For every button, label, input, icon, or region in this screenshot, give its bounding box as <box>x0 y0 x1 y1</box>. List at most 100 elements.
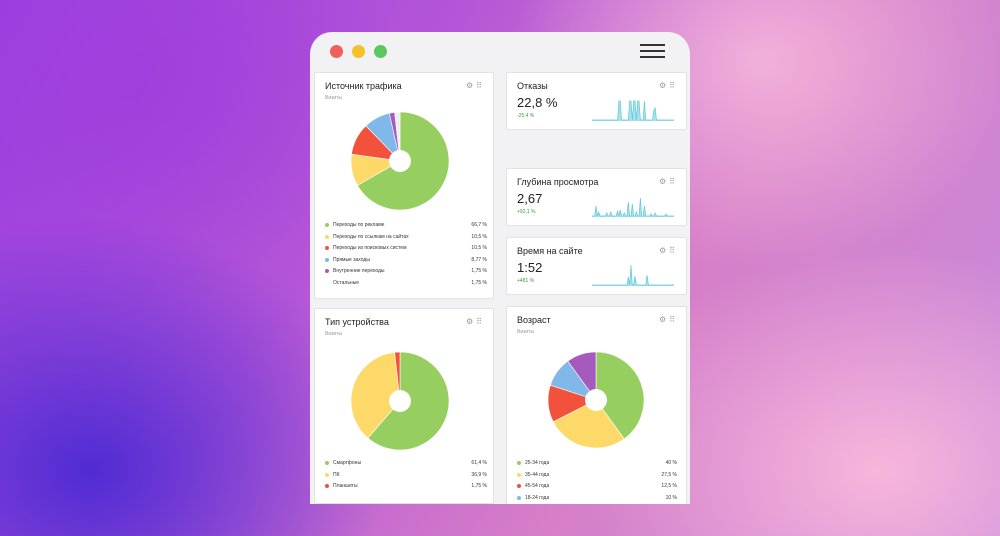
widget-title: Глубина просмотра <box>517 177 599 187</box>
pie-slice-1[interactable] <box>595 351 645 440</box>
device-type-widget: Тип устройства Визиты ⚙⠿ Смартфоны 61,4 %… <box>314 308 494 504</box>
legend-label: Остальные <box>333 280 360 286</box>
legend-label: Переходы по ссылкам на сайтах <box>333 233 409 240</box>
age-widget: Возраст Визиты ⚙⠿ 25-34 года 40 % 35-44 го… <box>506 306 687 504</box>
metric-value: 22,8 % <box>517 95 558 110</box>
legend-label: 18-24 года <box>525 494 550 501</box>
legend-item[interactable]: Переходы из поисковых систем 10,5 % <box>325 244 487 252</box>
title-bar <box>310 32 690 72</box>
legend-marker <box>517 484 521 489</box>
pie-slice-5[interactable] <box>567 351 597 401</box>
legend-item[interactable]: ПК 36,9 % <box>325 471 487 479</box>
legend-marker <box>325 223 329 227</box>
gear-icon[interactable]: ⚙ <box>658 177 670 186</box>
legend-label: Переходы из поисковых систем <box>333 245 407 252</box>
pie-center-hole <box>585 389 607 411</box>
hamburger-menu-icon[interactable] <box>640 44 665 60</box>
device-pie-chart <box>350 351 450 451</box>
legend-item[interactable]: 45-54 года 12,5 % <box>517 482 677 490</box>
gear-icon[interactable]: ⚙ <box>658 246 670 255</box>
page-depth-widget: Глубина просмотра ⚙⠿ 2,67 +92,1 % <box>506 168 687 226</box>
gear-icon[interactable]: ⚙ <box>658 81 670 90</box>
legend-value: 1,75 % <box>471 280 487 286</box>
drag-handle-icon[interactable]: ⠿ <box>669 315 678 324</box>
legend-item[interactable]: Переходы по рекламе 66,7 % <box>325 221 487 229</box>
widget-title: Время на сайте <box>517 246 583 256</box>
close-window-button[interactable] <box>330 45 343 58</box>
legend-marker <box>325 484 329 489</box>
legend-label: 35-44 года <box>525 471 550 478</box>
time-on-site-widget: Время на сайте ⚙⠿ 1:52 +481 % <box>506 237 687 295</box>
legend-value: 36,9 % <box>471 471 487 478</box>
legend-marker <box>325 281 329 285</box>
metric-value: 1:52 <box>517 260 543 275</box>
pie-slice-6[interactable] <box>394 111 401 162</box>
pie-slice-3[interactable] <box>394 351 401 402</box>
legend-label: 45-54 года <box>525 483 550 490</box>
metric-value: 2,67 <box>517 191 543 206</box>
legend-marker <box>325 461 329 465</box>
legend-value: 12,5 % <box>661 483 677 490</box>
legend-value: 10 % <box>665 494 677 501</box>
drag-handle-icon[interactable]: ⠿ <box>669 246 678 255</box>
legend-item[interactable]: Переходы по ссылкам на сайтах 10,5 % <box>325 233 487 241</box>
legend-marker <box>517 461 521 465</box>
legend-item[interactable]: 35-44 года 27,5 % <box>517 471 677 479</box>
drag-handle-icon[interactable]: ⠿ <box>476 81 485 90</box>
widget-title: Тип устройства <box>325 317 389 327</box>
bounce-rate-widget: Отказы ⚙⠿ 22,8 % -25,4 % <box>506 72 687 130</box>
gear-icon[interactable]: ⚙ <box>658 315 670 324</box>
widget-subtitle: Визиты <box>517 329 535 335</box>
legend-value: 61,4 % <box>471 460 487 466</box>
age-pie-chart <box>547 351 645 449</box>
legend-marker <box>325 257 329 262</box>
sparkline-line <box>592 197 674 217</box>
traffic-source-widget: Источник трафика Визиты ⚙⠿ Переходы по р… <box>314 72 494 299</box>
widget-title: Источник трафика <box>325 81 402 91</box>
pie-slice-2[interactable] <box>552 399 625 449</box>
bounce-sparkline <box>592 100 674 121</box>
legend-label: Планшеты <box>333 483 358 490</box>
legend-label: 25-34 года <box>525 460 550 466</box>
legend-value: 8,77 % <box>471 256 487 263</box>
traffic-pie-chart <box>350 111 450 211</box>
legend-item[interactable]: 25-34 года 40 % <box>517 459 677 467</box>
drag-handle-icon[interactable]: ⠿ <box>476 317 485 326</box>
legend-value: 27,5 % <box>661 471 677 478</box>
widget-subtitle: Визиты <box>325 95 343 101</box>
drag-handle-icon[interactable]: ⠿ <box>669 177 678 186</box>
widget-title: Возраст <box>517 315 551 325</box>
legend-item[interactable]: Смартфоны 61,4 % <box>325 459 487 467</box>
minimize-window-button[interactable] <box>352 45 365 58</box>
legend-item[interactable]: 18-24 года 10 % <box>517 494 677 502</box>
pie-center-hole <box>389 390 411 412</box>
legend-item[interactable]: Остальные 1,75 % <box>325 279 487 287</box>
legend-item[interactable]: Внутренние переходы 1,75 % <box>325 267 487 275</box>
legend-label: Смартфоны <box>333 460 362 466</box>
legend-marker <box>517 472 521 477</box>
legend-marker <box>517 495 521 500</box>
legend-value: 1,75 % <box>471 483 487 490</box>
dashboard: Источник трафика Визиты ⚙⠿ Переходы по р… <box>310 72 690 504</box>
gear-icon[interactable]: ⚙ <box>465 81 477 90</box>
pie-slice-2[interactable] <box>350 351 401 439</box>
legend-label: Внутренние переходы <box>333 268 385 275</box>
sparkline-line <box>592 264 674 286</box>
widget-title: Отказы <box>517 81 548 91</box>
legend-value: 1,75 % <box>471 268 487 275</box>
sparkline-area <box>592 265 674 286</box>
legend-item[interactable]: Прямые заходы 8,77 % <box>325 256 487 264</box>
depth-sparkline <box>592 197 674 217</box>
maximize-window-button[interactable] <box>374 45 387 58</box>
gear-icon[interactable]: ⚙ <box>465 317 477 326</box>
metric-delta: +92,1 % <box>517 209 536 215</box>
legend-value: 40 % <box>665 460 677 466</box>
legend-marker <box>325 246 329 251</box>
legend-item[interactable]: Планшеты 1,75 % <box>325 482 487 490</box>
drag-handle-icon[interactable]: ⠿ <box>669 81 678 90</box>
metric-delta: +481 % <box>517 278 535 284</box>
legend-marker <box>325 472 329 477</box>
legend-label: ПК <box>333 471 340 478</box>
legend-label: Переходы по рекламе <box>333 222 385 228</box>
legend-value: 10,5 % <box>471 245 487 252</box>
